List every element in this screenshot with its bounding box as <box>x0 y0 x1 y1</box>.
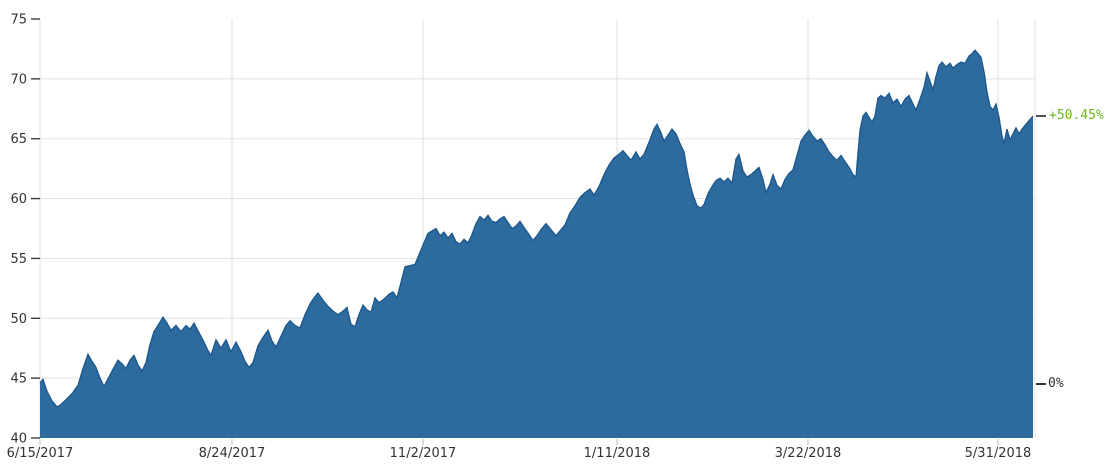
y-tick-label: 65 <box>10 132 27 147</box>
price-area-fill <box>40 50 1033 438</box>
price-line <box>39 49 1034 408</box>
x-tick-label: 1/11/2018 <box>584 446 651 461</box>
x-tick-label: 8/24/2017 <box>199 446 266 461</box>
y-tick-label: 70 <box>10 72 27 87</box>
y-tick-label: 55 <box>10 252 27 267</box>
y-tick-label: 60 <box>10 192 27 207</box>
x-tick-label: 3/22/2018 <box>775 446 842 461</box>
x-tick-label: 6/15/2017 <box>7 446 74 461</box>
percent-baseline-label: 0% <box>1048 376 1064 391</box>
y-tick-label: 45 <box>10 372 27 387</box>
y-tick-label: 40 <box>10 432 27 447</box>
x-tick-label: 5/31/2018 <box>965 446 1032 461</box>
x-tick-label: 11/2/2017 <box>390 446 457 461</box>
percent-gain-label: +50.45% <box>1049 108 1104 123</box>
y-tick-label: 75 <box>10 13 27 28</box>
y-tick-label: 50 <box>10 312 27 327</box>
